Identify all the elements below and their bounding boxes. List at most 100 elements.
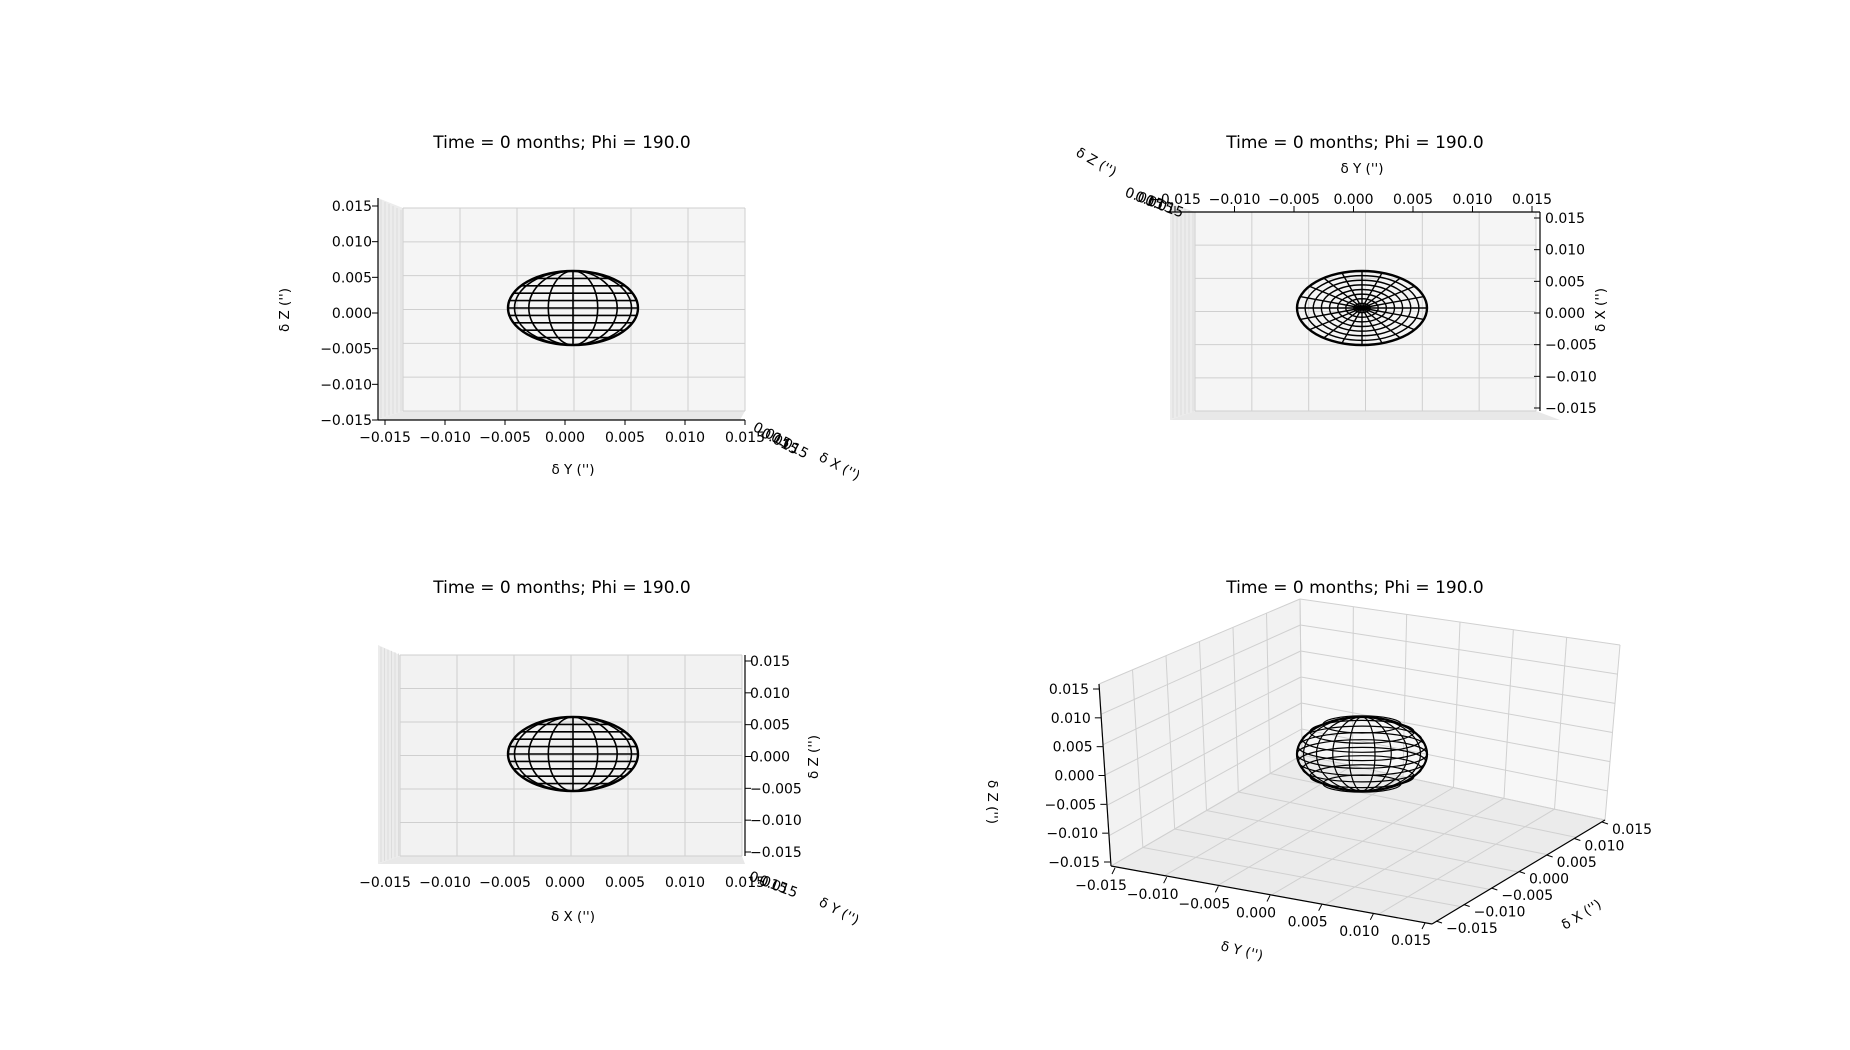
panel4-ytick-label: 0.010 [1339,924,1379,940]
panel4-right-wall-grid [1301,754,1606,821]
panel4-ytick [1266,895,1271,902]
panel2-left-pane [1170,203,1195,420]
panel4-xtick [1574,838,1581,841]
panel4-right-wall-grid [1604,644,1621,821]
panel4-floor-grid [1378,808,1555,915]
panel4-ellipsoid-latitude [1297,731,1427,762]
panel1-left-pane [378,198,403,420]
panel4-y-axis [1110,865,1433,925]
panel4-xtick [1601,821,1609,825]
panel4-ellipsoid-latitude [1322,774,1402,793]
panel4-xtick-label: 0.010 [1584,839,1624,855]
panel4-ellipsoid [1295,715,1429,793]
panel4-ztick-label: −0.010 [1046,826,1098,842]
panel1-ztick-label: 0.015 [332,199,372,215]
panel3-ztick-label: 0.015 [750,654,790,670]
panel4-xtick [1518,871,1526,874]
panel4-xtick-label: 0.015 [1612,822,1652,838]
panel2-ellipsoid-spoke [1323,277,1363,309]
panel1-ytick-label: −0.005 [479,430,531,446]
panel4-left-wall-grid [1299,598,1303,756]
panel2-ellipsoid-spoke [1300,295,1363,309]
panel2-ellipsoid-spoke [1361,307,1401,339]
panel3-title: Time = 0 months; Phi = 190.0 [432,578,691,598]
panel2-ellipsoid [1295,269,1429,347]
panel1-ytick-label: −0.010 [419,430,471,446]
panel1-title: Time = 0 months; Phi = 190.0 [432,133,691,153]
panel4-ytick-label: −0.010 [1127,887,1179,903]
panel3-ztick-label: −0.015 [750,845,802,861]
panel4-xtick-label: 0.005 [1557,855,1597,871]
panel4-ytick-label: 0.015 [1391,933,1431,949]
panel2-ellipsoid-spoke [1341,272,1363,309]
panel2-toptick-label: −0.010 [1209,192,1261,208]
panel4-left-wall-grid [1266,613,1271,774]
panel2-ellipsoid-spoke [1361,307,1415,331]
panel4-ytick [1318,904,1323,911]
panel2-ellipsoid-spoke [1300,307,1363,321]
panel4-ztick-label: 0.005 [1053,740,1093,756]
panel3-ellipsoid [506,715,640,793]
panel4-xlabel: δ Y ('') [1219,938,1265,964]
panel1-ellipsoid-meridian [507,270,639,346]
panel1-ytick-label: 0.005 [605,430,645,446]
panel3-xtick-label: −0.010 [419,875,471,891]
panel2-toptick-label: 0.010 [1452,192,1492,208]
panel4-ytick [1421,922,1426,930]
panel1-floor-pane [378,411,745,420]
panel4-ytick-label: −0.005 [1178,896,1230,912]
panel4-ytick-label: −0.015 [1075,878,1127,894]
panel4-ytick [1163,876,1168,884]
panel2-righttick-label: −0.015 [1545,401,1597,417]
panel4-title: Time = 0 months; Phi = 190.0 [1225,578,1484,598]
panel1-ztick-label: 0.010 [332,235,372,251]
panel2-ellipsoid-spoke [1361,285,1415,309]
panel2-floor-pane [1170,411,1560,420]
panel2-righttick-label: −0.005 [1545,338,1597,354]
panel3-xtick-label: 0.000 [545,875,585,891]
panel1-ytick-label: −0.015 [359,430,411,446]
panel1-ytick-label: 0.015 [725,430,765,446]
panel2-toptick-label: −0.005 [1268,192,1320,208]
panel4-right-wall-grid [1554,637,1568,810]
panel3-y-ticks-cluster-2: 0.015 [757,873,800,902]
panel3-zlabel: δ Y ('') [816,894,862,928]
panel1-ytick-label: 0.010 [665,430,705,446]
panel1-ylabel: δ Z ('') [277,288,293,332]
panel4-ytick [1111,867,1116,875]
panel4-xtick [1491,887,1498,891]
panel1-xlabel: δ Y ('') [551,462,594,478]
panel2-toptick-label: 0.000 [1333,192,1373,208]
panel4-right-wall [1300,599,1620,820]
panel4-ellipsoid-latitude [1309,764,1415,789]
panel-side-y: Time = 0 months; Phi = 190.0 −0.015 −0.01… [359,578,862,929]
panel3-ztick-label: −0.005 [750,781,802,797]
panel2-righttick-label: 0.010 [1545,243,1585,259]
panel3-xtick-label: −0.015 [359,875,411,891]
panel4-ztick-label: 0.015 [1049,682,1089,698]
panel4-ellipsoid-latitude [1301,755,1423,783]
panel3-xtick-label: 0.010 [665,875,705,891]
panel1-ztick-label: −0.015 [320,413,372,429]
panel2-righttick-label: 0.005 [1545,274,1585,290]
panel2-righttick-label: 0.015 [1545,211,1585,227]
panel3-floor-pane [378,856,745,864]
panel4-ztick-label: −0.005 [1045,797,1097,813]
panel2-ellipsoid-spoke [1361,295,1424,309]
panel2-ylabel: δ X ('') [1593,288,1609,332]
panel4-left-wall-grid [1110,754,1303,867]
panel4-xtick [1435,920,1443,924]
panel1-ztick-label: −0.005 [320,342,372,358]
panel2-xlabel: δ Y ('') [1340,161,1383,177]
panel2-toptick-label: 0.005 [1393,192,1433,208]
panel3-ylabel: δ Z ('') [806,735,822,779]
panel4-xtick [1463,904,1470,907]
panel4-xtick-label: −0.015 [1446,921,1498,937]
panel2-ellipsoid-spoke [1341,307,1363,344]
panel3-left-pane [378,645,400,864]
panel1-ztick-label: 0.000 [332,306,372,322]
panel-top-z: Time = 0 months; Phi = 190.0 −0.015 −0.01… [1073,133,1609,420]
panel4-ytick [1369,913,1374,921]
panel-side-x: Time = 0 months; Phi = 190.0 −0.015 −0.01… [277,133,863,484]
